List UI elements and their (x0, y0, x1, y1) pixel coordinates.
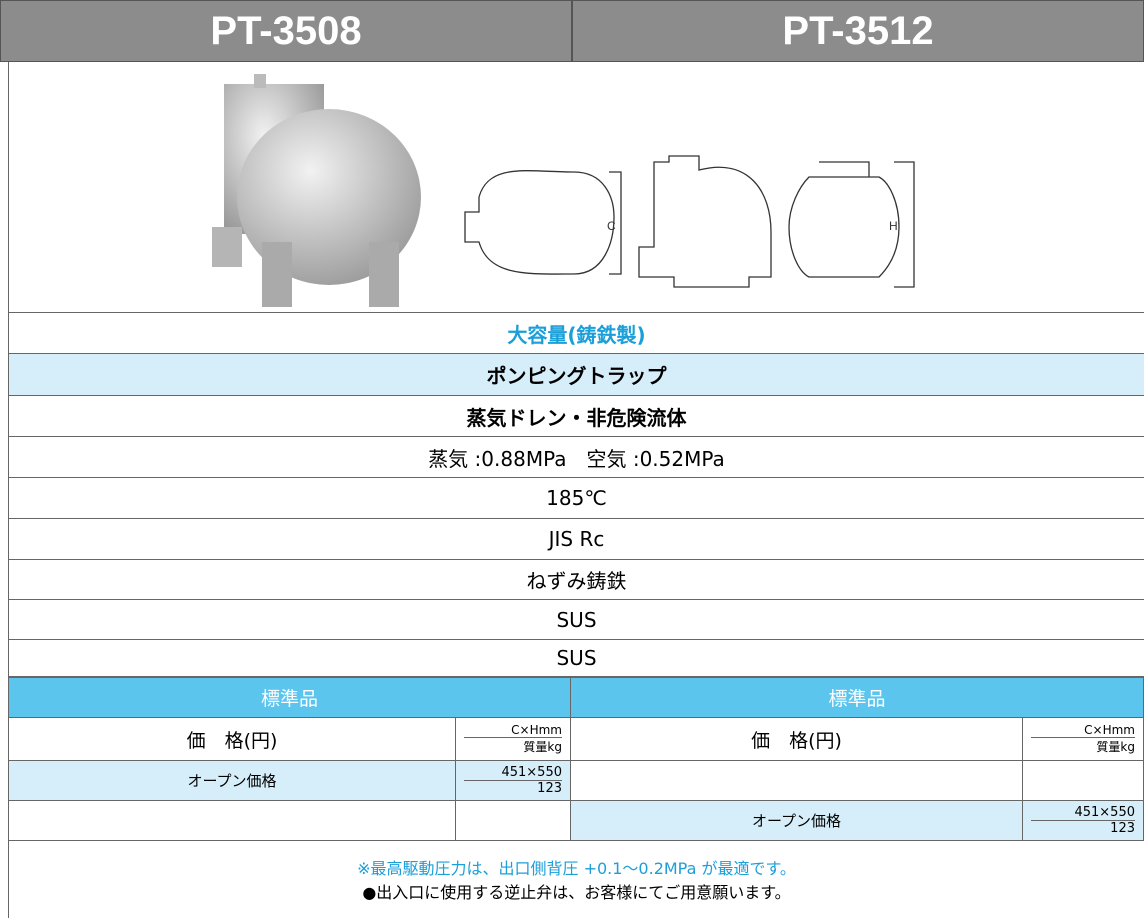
dim-label: H (889, 219, 898, 233)
cell (8, 800, 456, 841)
spec-row: 大容量(鋳鉄製) (8, 313, 1144, 354)
spec-header: C×Hmm 質量kg (455, 717, 571, 761)
spec-row: 185℃ (8, 478, 1144, 519)
spec: 451×550 123 (455, 760, 571, 801)
spec-row: 蒸気 :0.88MPa 空気 :0.52MPa (8, 437, 1144, 478)
mass: 123 (1031, 820, 1135, 836)
cell (455, 800, 571, 841)
cell (570, 760, 1023, 801)
note: ●出入口に使用する逆止弁は、お客様にてご用意願います。 (362, 883, 791, 902)
standard-header: 標準品 (8, 677, 571, 718)
notes: ※最高駆動圧力は、出口側背圧 +0.1～0.2MPa が最適です。 ●出入口に使… (8, 840, 1144, 918)
spec-row: SUS (8, 640, 1144, 677)
spec-row: SUS (8, 600, 1144, 640)
model-header: PT-3508 (0, 0, 572, 62)
standard-header: 標準品 (570, 677, 1144, 718)
spec-row: 蒸気ドレン・非危険流体 (8, 396, 1144, 437)
dims-header: C×Hmm (511, 723, 562, 737)
dims: 451×550 (1074, 805, 1135, 820)
dim-label: C (607, 219, 616, 233)
mass: 123 (464, 780, 562, 796)
image-area: C H (8, 62, 1144, 313)
dims: 451×550 (501, 765, 562, 780)
spec: 451×550 123 (1022, 800, 1144, 841)
mass-header: 質量kg (464, 737, 562, 755)
cell (1022, 760, 1144, 801)
price: オープン価格 (570, 800, 1023, 841)
spec-header: C×Hmm 質量kg (1022, 717, 1144, 761)
model-header: PT-3512 (572, 0, 1144, 62)
note: ※最高駆動圧力は、出口側背圧 +0.1～0.2MPa が最適です。 (357, 859, 796, 878)
price: オープン価格 (8, 760, 456, 801)
product-figure: C H (212, 74, 915, 307)
spec-row: JIS Rc (8, 519, 1144, 560)
dims-header: C×Hmm (1084, 723, 1135, 737)
price-header: 価 格(円) (570, 717, 1023, 761)
spec-row: ポンピングトラップ (8, 354, 1144, 396)
spec-row: ねずみ鋳鉄 (8, 560, 1144, 600)
price-header: 価 格(円) (8, 717, 456, 761)
mass-header: 質量kg (1031, 737, 1135, 755)
